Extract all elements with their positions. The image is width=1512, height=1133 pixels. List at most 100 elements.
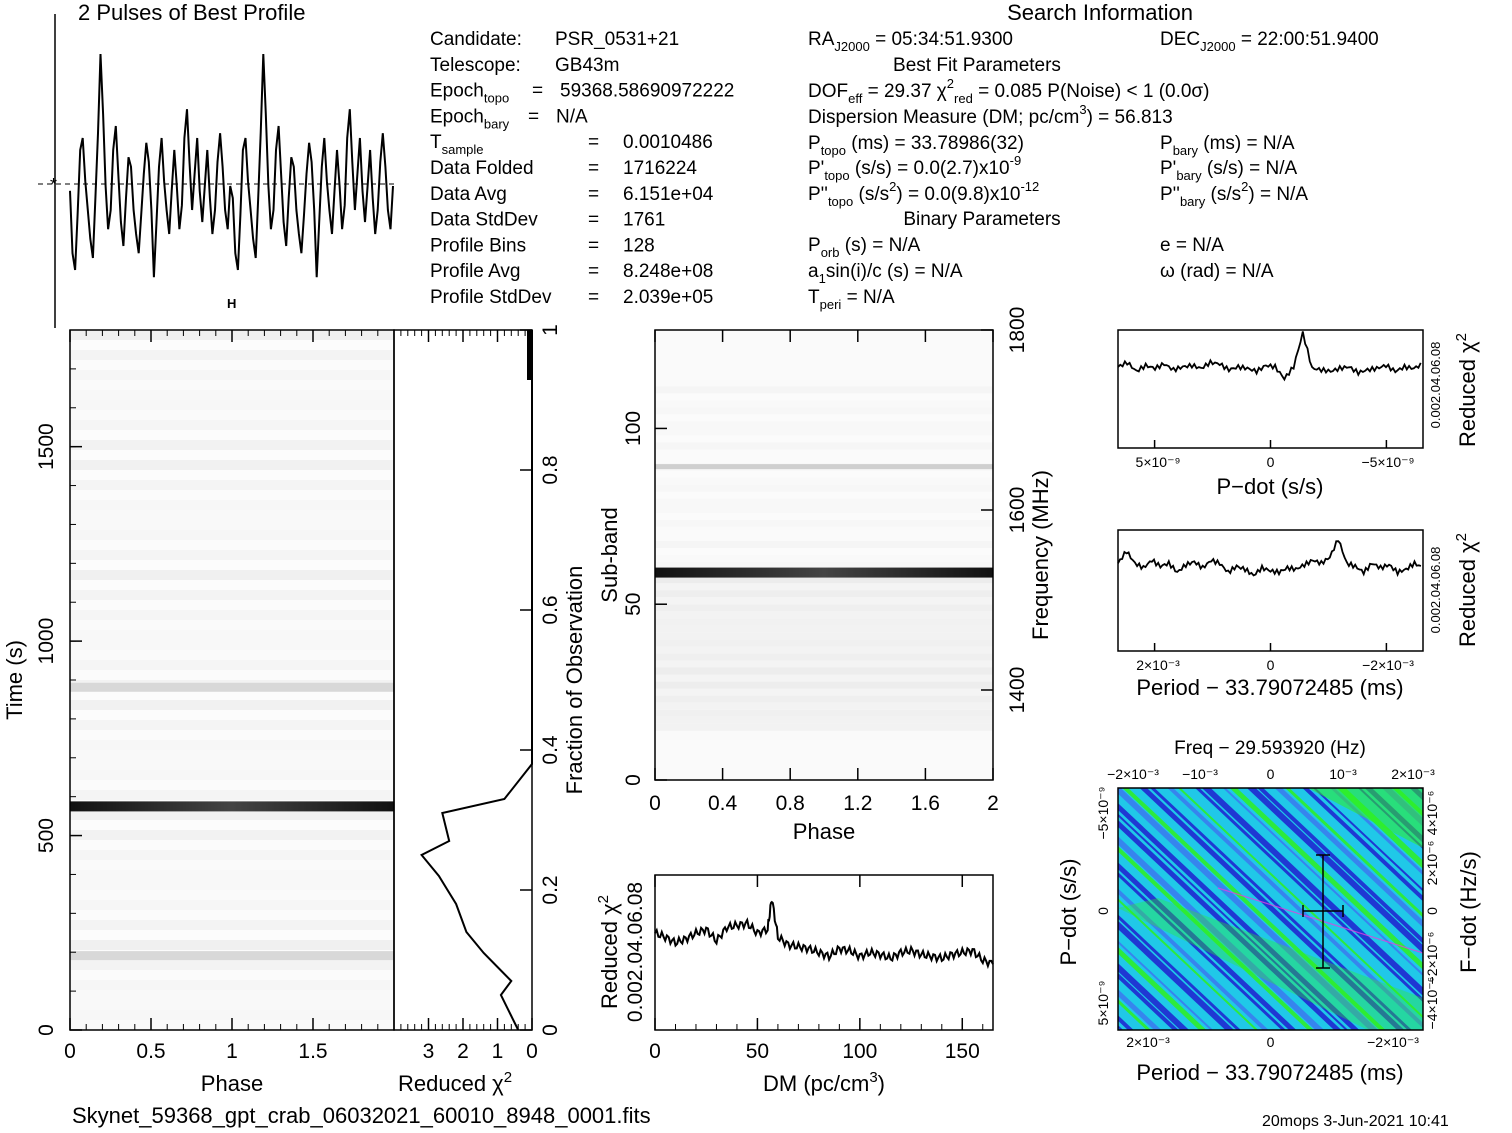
subband-cell (655, 477, 993, 485)
info-left-key: Candidate: (430, 29, 522, 50)
time-phase-cell (70, 390, 394, 400)
pp-dot-map (1118, 788, 1423, 1030)
pp-dot-stripe (1195, 788, 1423, 1003)
time-phase-cell (70, 690, 394, 700)
pp-dot-stripe (1118, 972, 1179, 1030)
pp-dot-stripe (1167, 788, 1423, 1029)
fraction-y-tick-label: 0.4 (539, 735, 562, 765)
subband-cell (655, 533, 993, 541)
time-phase-cell (70, 700, 394, 710)
time-phase-cell (70, 460, 394, 470)
subband-x-tick-label: 2 (987, 792, 999, 815)
time-phase-cell (70, 630, 394, 640)
time-phase-panel: 0 0.5 1 1.5 0 500 1000 1500 Phase Time (s) (2, 329, 395, 1096)
time-phase-cell (70, 370, 394, 380)
info-left-value: 1716224 (623, 158, 697, 179)
time-phase-x-tick-label: 1 (226, 1040, 238, 1063)
info-left-eq: = (588, 184, 599, 205)
time-phase-cell (70, 520, 394, 530)
info-left-value: 6.151e+04 (623, 184, 714, 205)
time-phase-cell (70, 650, 394, 660)
time-phase-cell (70, 640, 394, 650)
ra-line: RAJ2000 = 05:34:51.9300 (808, 29, 1013, 54)
info-left-value: PSR_0531+21 (555, 29, 679, 50)
pp-dot-xlabel: Period − 33.79072485 (ms) (1136, 1060, 1403, 1085)
pp-dot-left-tick-label: 0 (1095, 907, 1111, 915)
time-phase-cell (70, 500, 394, 510)
time-phase-cell (70, 740, 394, 750)
time-phase-bright-row (70, 801, 394, 812)
period-panel: 2×10⁻³ 0 −2×10⁻³ 0.002.04.06.08 Period − 3… (1117, 529, 1480, 700)
subband-cell (655, 583, 993, 591)
pp-dot-stripe (1222, 788, 1423, 977)
dm-line (654, 900, 994, 970)
pdot-x-ticks: 5×10⁻⁹ 0 −5×10⁻⁹ (1136, 440, 1415, 470)
subband-x-tick-label: 0 (649, 792, 661, 815)
time-phase-cell (70, 550, 394, 560)
subband-cell (655, 519, 993, 527)
time-phase-cell (70, 970, 394, 980)
pp-dot-stripe (1291, 788, 1423, 912)
dec-line: DECJ2000 = 22:00:51.9400 (1160, 29, 1379, 54)
time-phase-x-tick-label: 0 (64, 1040, 76, 1063)
subband-cell (655, 421, 993, 429)
subband-phase-panel: 0 0.4 0.8 1.2 1.6 2 0 50 100 1400 1600 1800 Phase… (597, 307, 1053, 844)
fraction-y-tick-label: 0.8 (539, 455, 562, 484)
subband-cell (655, 667, 993, 675)
subband-faint-row (655, 464, 993, 470)
pp-dot-left-tick-label: −5×10⁻⁹ (1095, 786, 1111, 839)
time-phase-cell (70, 730, 394, 740)
pp-dot-stripe (1118, 829, 1331, 1030)
dm-x-tick-label: 0 (649, 1040, 661, 1063)
info-left-key: Data StdDev (430, 210, 538, 231)
subband-cell (655, 330, 993, 338)
subband-cell (655, 393, 993, 401)
subband-cell (655, 751, 993, 759)
time-phase-cell (70, 840, 394, 850)
info-left-eq: = (588, 287, 599, 308)
info-left-eq: = (588, 158, 599, 179)
pp-dot-frame (1117, 787, 1424, 1031)
time-phase-y-tick-label: 0 (35, 1024, 58, 1036)
dm-x-tick-label: 150 (945, 1040, 980, 1063)
binary-params-title: Binary Parameters (903, 209, 1060, 230)
info-left-value: 8.248e+08 (623, 261, 713, 282)
time-phase-cell (70, 710, 394, 720)
subband-cell (655, 505, 993, 513)
time-chi2-line (420, 330, 533, 1031)
time-phase-cell (70, 820, 394, 830)
time-chi2-x-tick-label: 2 (457, 1040, 469, 1063)
pp-dot-stripe (1132, 788, 1394, 1030)
pdot-frame (1117, 329, 1424, 449)
search-info-title: Search Information (1007, 0, 1193, 25)
time-phase-cell (70, 620, 394, 630)
info-left-key: Profile Avg (430, 261, 520, 282)
fraction-y-tick-label: 1 (539, 324, 562, 336)
pp-dot-stripe (1118, 872, 1286, 1030)
time-phase-cell (70, 380, 394, 390)
pp-dot-stripe (1118, 963, 1190, 1030)
dof-line: DOFeff = 29.37 χ2red = 0.085 P(Noise) < … (808, 76, 1210, 106)
pdot-ylabel: Reduced χ2 (1453, 333, 1480, 447)
info-left-key: Epochtopo (430, 81, 509, 106)
time-phase-cell (70, 960, 394, 970)
pp-dot-stripe (1118, 989, 1162, 1030)
pp-dot-stripe (1246, 788, 1423, 954)
pp-dot-stripe (1118, 914, 1241, 1030)
time-phase-cell (70, 450, 394, 460)
subband-bright-row (655, 567, 993, 578)
pp-dot-left-tick-label: 5×10⁻⁹ (1095, 981, 1111, 1026)
subband-cell (655, 526, 993, 534)
pp-dot-peak-ridge (1217, 887, 1423, 954)
pp-dot-top-tick-label: 2×10⁻³ (1391, 766, 1435, 782)
pp-dot-right-tick-label: 4×10⁻⁶ (1424, 791, 1440, 836)
time-phase-y-tick-label: 500 (35, 818, 58, 853)
info-left-eq: = (532, 81, 543, 102)
info-left-key: Epochbary (430, 106, 510, 131)
time-phase-cell (70, 480, 394, 490)
info-left-value: GB43m (555, 55, 619, 76)
info-left-value: 0.0010486 (623, 132, 713, 153)
dm-x-tick-label: 50 (746, 1040, 769, 1063)
